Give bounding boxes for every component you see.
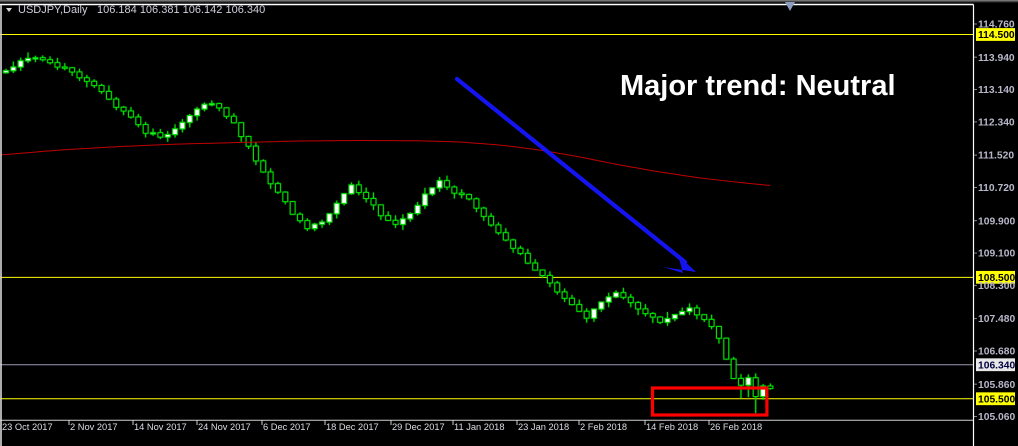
- svg-text:14 Feb 2018: 14 Feb 2018: [646, 422, 698, 432]
- svg-text:14 Nov 2017: 14 Nov 2017: [134, 422, 187, 432]
- svg-text:18 Dec 2017: 18 Dec 2017: [326, 422, 379, 432]
- svg-text:11 Jan 2018: 11 Jan 2018: [454, 422, 505, 432]
- svg-text:111.520: 111.520: [978, 151, 1014, 162]
- svg-text:29 Dec 2017: 29 Dec 2017: [392, 422, 445, 432]
- svg-text:105.860: 105.860: [978, 380, 1015, 391]
- svg-text:113.940: 113.940: [978, 53, 1015, 64]
- svg-text:106.680: 106.680: [978, 347, 1015, 358]
- svg-text:Major trend: Neutral: Major trend: Neutral: [620, 70, 896, 102]
- svg-text:26 Feb 2018: 26 Feb 2018: [710, 422, 762, 432]
- svg-text:6 Dec 2017: 6 Dec 2017: [263, 422, 311, 432]
- svg-text:24 Nov 2017: 24 Nov 2017: [198, 422, 251, 432]
- svg-text:105.500: 105.500: [978, 394, 1015, 405]
- svg-text:USDJPY,Daily: USDJPY,Daily: [18, 4, 88, 16]
- svg-text:109.100: 109.100: [978, 249, 1015, 260]
- svg-text:105.060: 105.060: [978, 412, 1015, 423]
- svg-text:106.184 106.381 106.142 106.34: 106.184 106.381 106.142 106.340: [97, 4, 265, 16]
- svg-text:23 Jan 2018: 23 Jan 2018: [518, 422, 569, 432]
- svg-text:113.140: 113.140: [978, 85, 1015, 96]
- svg-text:108.300: 108.300: [978, 281, 1015, 292]
- svg-text:107.480: 107.480: [978, 314, 1015, 325]
- svg-text:23 Oct 2017: 23 Oct 2017: [2, 422, 53, 432]
- svg-text:110.720: 110.720: [978, 183, 1015, 194]
- svg-text:109.900: 109.900: [978, 216, 1015, 227]
- svg-text:112.340: 112.340: [978, 118, 1015, 129]
- svg-text:2 Feb 2018: 2 Feb 2018: [580, 422, 627, 432]
- svg-text:114.500: 114.500: [978, 30, 1015, 41]
- svg-text:2 Nov 2017: 2 Nov 2017: [70, 422, 118, 432]
- svg-text:106.340: 106.340: [978, 360, 1015, 371]
